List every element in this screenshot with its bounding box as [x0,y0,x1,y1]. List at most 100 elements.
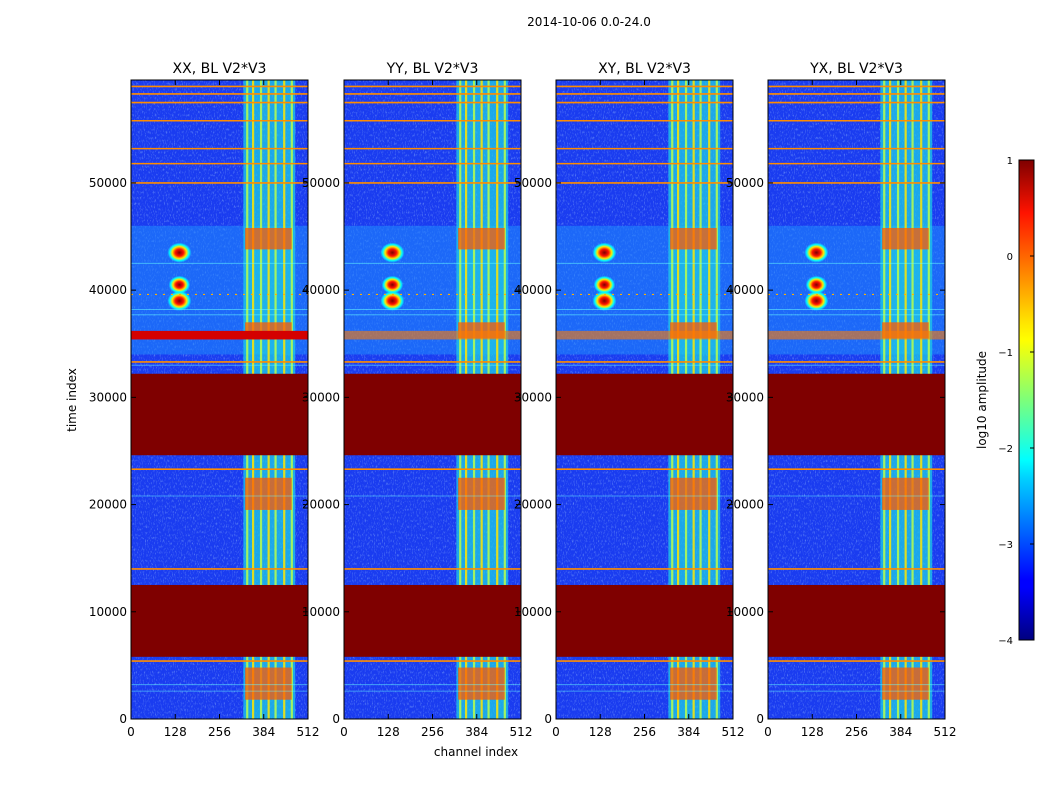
colorbar: 1 0 −1 −2 −3 −4 log10 amplitude [975,156,1035,647]
heatmap-panel-2: YY, BL V2*V3 0 128 256 384 512 0 10000 20000 3000… [302,61,533,739]
panel-title: XY, BL V2*V3 [598,61,691,77]
y-tick-label: 0 [544,712,552,726]
panel-title: YX, BL V2*V3 [809,61,903,77]
rfi-hot-segment [670,667,717,700]
y-tick-label: 30000 [726,390,764,404]
x-tick-label: 128 [164,725,187,739]
rfi-hot-segment [245,227,292,250]
fringe-blob [167,290,192,311]
rfi-hot-segment [882,227,929,250]
x-tick-label: 256 [208,725,231,739]
x-axis-label: channel index [434,745,518,759]
fringe-blob [593,275,616,294]
y-tick-label: 10000 [514,605,552,619]
panels: XX, BL V2*V3 0 128 256 384 512 0 10000 20000 3000… [89,61,957,739]
x-tick-label: 256 [633,725,656,739]
y-tick-label: 50000 [302,176,340,190]
x-tick-label: 512 [510,725,533,739]
y-tick-label: 30000 [89,390,127,404]
fringe-blob [381,275,404,294]
x-tick-label: 256 [421,725,444,739]
y-tick-label: 0 [332,712,340,726]
fringe-blob [592,242,617,263]
figure-suptitle: 2014-10-06 0.0-24.0 [527,15,651,29]
rfi-hot-segment [670,227,717,250]
y-tick-label: 20000 [302,498,340,512]
y-tick-label: 10000 [89,605,127,619]
colorbar-label: log10 amplitude [975,351,989,449]
saturated-band [131,584,308,657]
rfi-hot-segment [458,227,505,250]
colorbar-label-text: log10 amplitude [975,351,989,449]
x-tick-label: 256 [845,725,868,739]
rfi-hot-segment [245,667,292,700]
x-tick-label: 512 [297,725,320,739]
x-tick-label: 512 [722,725,745,739]
x-tick-label: 0 [127,725,135,739]
colorbar-tick-label: −3 [998,540,1013,551]
y-tick-label: 0 [756,712,764,726]
heatmap-panel-3: XY, BL V2*V3 0 128 256 384 512 0 10000 20000 3000… [514,61,745,739]
saturated-band [131,373,308,456]
colorbar-tick-label: 1 [1007,156,1013,167]
y-axis-label: time index [65,368,79,432]
x-tick-label: 512 [934,725,957,739]
saturated-band [556,584,733,657]
colorbar-gradient [1018,159,1035,641]
x-tick-label: 384 [677,725,700,739]
panel-title: XX, BL V2*V3 [173,61,267,77]
rfi-hot-segment [458,667,505,700]
saturated-band [768,584,945,657]
flag-strip [556,330,733,340]
saturated-band [344,584,521,657]
colorbar-tick-label: −2 [998,444,1013,455]
saturated-band [556,373,733,456]
y-tick-label: 40000 [89,283,127,297]
x-tick-label: 384 [889,725,912,739]
fringe-blob [168,275,191,294]
x-tick-label: 0 [764,725,772,739]
x-tick-label: 128 [377,725,400,739]
rfi-hot-segment [882,477,929,510]
y-tick-label: 40000 [302,283,340,297]
y-tick-label: 50000 [89,176,127,190]
colorbar-tick-label: 0 [1007,252,1013,263]
fringe-blob [592,290,617,311]
fringe-blob [804,290,829,311]
heatmap-panel-1: XX, BL V2*V3 0 128 256 384 512 0 10000 20000 3000… [89,61,320,739]
x-tick-label: 0 [552,725,560,739]
fringe-blob [167,242,192,263]
saturated-band [768,373,945,456]
panel-title: YY, BL V2*V3 [386,61,479,77]
saturated-band [344,373,521,456]
y-tick-label: 20000 [726,498,764,512]
y-tick-label: 40000 [726,283,764,297]
x-tick-label: 128 [801,725,824,739]
y-tick-label: 20000 [89,498,127,512]
colorbar-tick-label: −4 [998,636,1013,647]
flag-strip [768,330,945,340]
rfi-hot-segment [245,477,292,510]
y-tick-label: 30000 [514,390,552,404]
rfi-hot-segment [458,477,505,510]
x-tick-label: 384 [465,725,488,739]
fringe-blob [380,242,405,263]
flag-strip [344,330,521,340]
y-tick-label: 10000 [726,605,764,619]
y-tick-label: 30000 [302,390,340,404]
rfi-hot-segment [670,477,717,510]
y-tick-label: 10000 [302,605,340,619]
heatmap-panel-4: YX, BL V2*V3 0 128 256 384 512 0 10000 20000 3000… [726,61,957,739]
fringe-blob [380,290,405,311]
fringe-blob [805,275,828,294]
y-tick-label: 50000 [514,176,552,190]
x-tick-label: 384 [252,725,275,739]
y-tick-label: 0 [119,712,127,726]
rfi-hot-segment [882,667,929,700]
flag-strip [131,330,308,340]
x-tick-label: 128 [589,725,612,739]
y-tick-label: 50000 [726,176,764,190]
y-tick-label: 20000 [514,498,552,512]
fringe-blob [804,242,829,263]
